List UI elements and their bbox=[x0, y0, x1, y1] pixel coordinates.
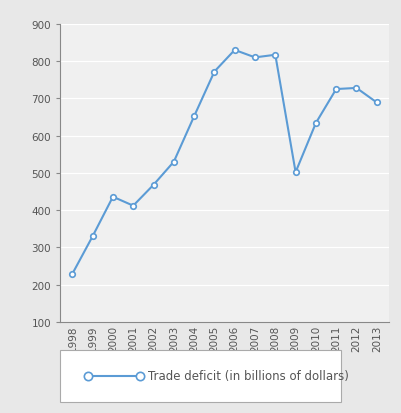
Trade deficit (in billions of dollars) bbox=[375, 101, 379, 106]
Trade deficit (in billions of dollars) bbox=[232, 48, 237, 53]
Trade deficit (in billions of dollars) bbox=[354, 86, 359, 91]
Trade deficit (in billions of dollars) bbox=[293, 170, 298, 175]
Trade deficit (in billions of dollars) bbox=[212, 70, 217, 75]
Trade deficit (in billions of dollars) bbox=[111, 195, 115, 200]
Trade deficit (in billions of dollars) bbox=[192, 114, 196, 119]
Trade deficit (in billions of dollars) bbox=[90, 234, 95, 239]
Trade deficit (in billions of dollars) bbox=[151, 183, 156, 188]
Trade deficit (in billions of dollars) bbox=[314, 121, 318, 126]
Line: Trade deficit (in billions of dollars): Trade deficit (in billions of dollars) bbox=[69, 48, 380, 277]
X-axis label: Year: Year bbox=[211, 357, 238, 370]
FancyBboxPatch shape bbox=[60, 350, 341, 402]
Trade deficit (in billions of dollars) bbox=[253, 56, 257, 61]
Text: Trade deficit (in billions of dollars): Trade deficit (in billions of dollars) bbox=[148, 369, 349, 382]
Trade deficit (in billions of dollars) bbox=[334, 88, 338, 93]
Trade deficit (in billions of dollars) bbox=[131, 204, 136, 209]
Trade deficit (in billions of dollars) bbox=[70, 272, 75, 277]
Trade deficit (in billions of dollars) bbox=[171, 160, 176, 165]
Trade deficit (in billions of dollars) bbox=[273, 53, 278, 58]
